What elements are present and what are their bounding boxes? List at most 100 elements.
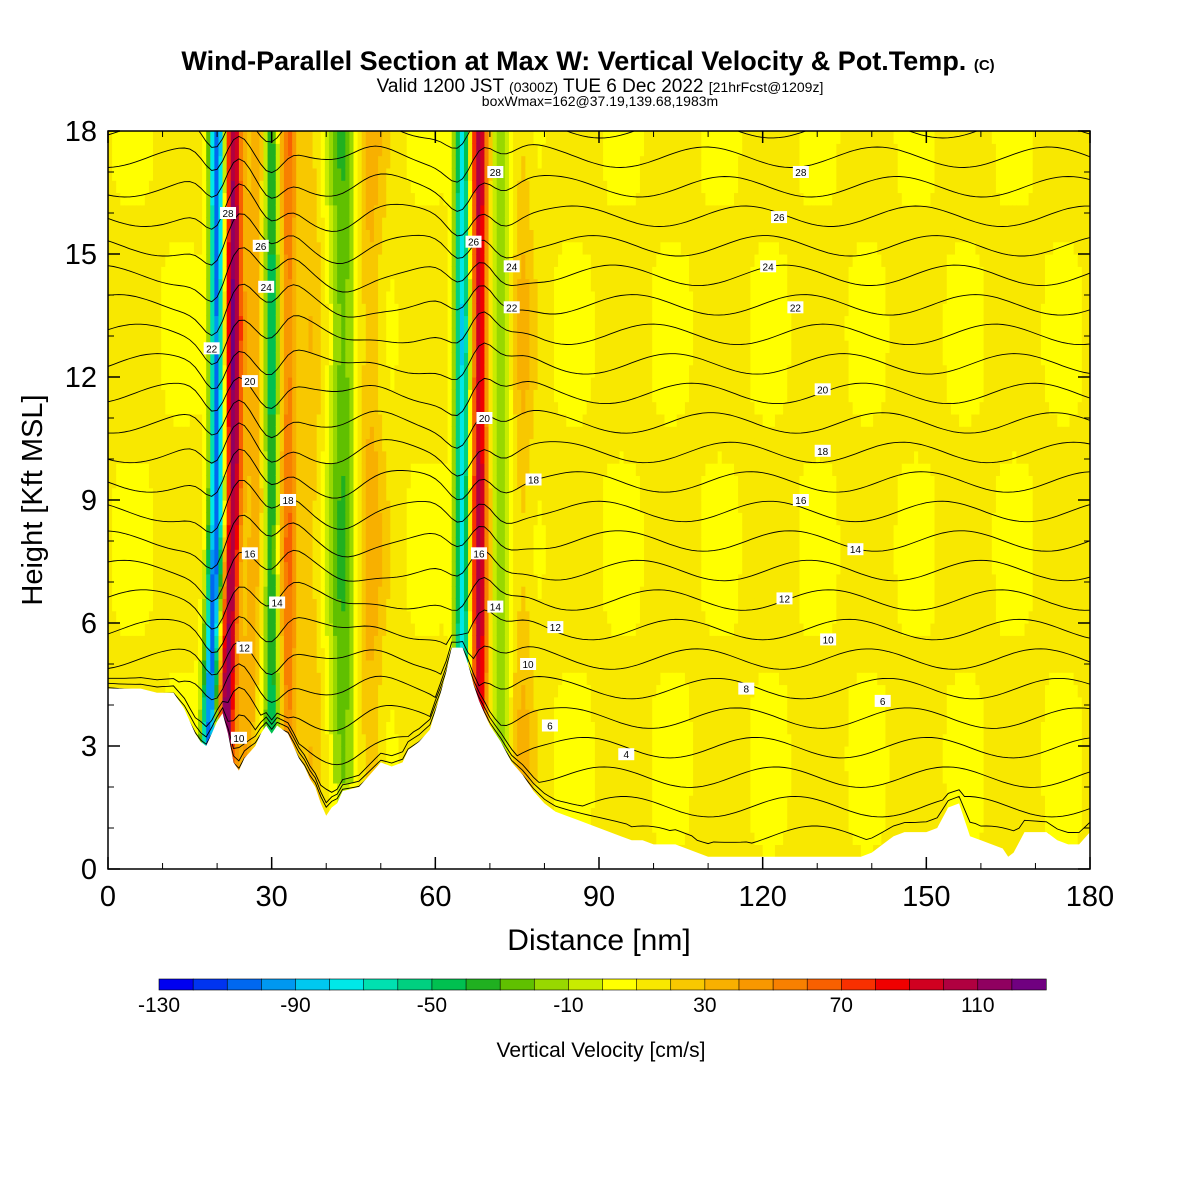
velocity-cell	[124, 352, 130, 366]
velocity-cell	[353, 733, 359, 747]
velocity-cell	[243, 167, 248, 181]
velocity-cell	[247, 487, 252, 501]
velocity-cell	[238, 586, 244, 599]
velocity-cell	[361, 155, 367, 169]
velocity-cell	[357, 155, 363, 169]
velocity-cell	[308, 401, 314, 415]
velocity-cell	[365, 413, 371, 427]
velocity-cell	[120, 131, 125, 144]
velocity-cell	[161, 512, 166, 526]
velocity-cell	[341, 241, 346, 255]
velocity-cell	[157, 241, 162, 255]
velocity-cell	[189, 167, 195, 181]
velocity-cell	[296, 389, 301, 403]
velocity-cell	[251, 426, 256, 440]
velocity-cell	[116, 155, 121, 169]
velocity-cell	[353, 364, 359, 378]
velocity-cell	[345, 278, 351, 292]
velocity-cell	[136, 167, 142, 181]
velocity-cell	[439, 290, 445, 304]
velocity-cell	[418, 487, 424, 501]
velocity-cell	[243, 364, 248, 378]
velocity-cell	[210, 500, 215, 513]
velocity-cell	[328, 487, 334, 501]
velocity-cell	[349, 647, 355, 661]
velocity-cell	[357, 364, 363, 378]
velocity-cell	[165, 549, 170, 563]
velocity-cell	[116, 487, 121, 501]
velocity-cell	[132, 290, 138, 304]
velocity-cell	[181, 401, 187, 415]
velocity-cell	[361, 549, 367, 563]
velocity-cell	[169, 610, 175, 624]
velocity-cell	[271, 254, 277, 267]
velocity-cell	[165, 315, 170, 329]
velocity-cell	[365, 290, 371, 304]
velocity-cell	[238, 426, 244, 440]
velocity-cell	[365, 217, 371, 230]
velocity-cell	[308, 536, 314, 550]
velocity-cell	[251, 327, 256, 341]
velocity-cell	[345, 647, 351, 661]
velocity-cell	[271, 635, 277, 649]
velocity-cell	[157, 524, 162, 538]
velocity-cell	[193, 709, 199, 722]
velocity-cell	[349, 352, 355, 366]
velocity-cell	[271, 463, 277, 476]
velocity-cell	[230, 426, 236, 440]
velocity-cell	[202, 733, 207, 747]
velocity-cell	[214, 303, 220, 317]
velocity-cell	[279, 659, 285, 673]
velocity-cell	[378, 364, 383, 378]
velocity-cell	[418, 401, 424, 415]
velocity-cell	[279, 573, 285, 587]
velocity-cell	[173, 217, 179, 230]
velocity-cell	[398, 672, 404, 686]
velocity-cell	[382, 647, 387, 661]
velocity-cell	[210, 401, 215, 415]
velocity-cell	[112, 450, 117, 464]
velocity-cell	[373, 352, 379, 366]
velocity-cell	[238, 204, 244, 218]
velocity-cell	[423, 561, 428, 575]
velocity-cell	[365, 536, 371, 550]
velocity-cell	[337, 573, 342, 587]
velocity-cell	[431, 352, 436, 366]
velocity-cell	[112, 327, 117, 341]
velocity-cell	[369, 475, 375, 489]
velocity-cell	[341, 278, 346, 292]
velocity-cell	[243, 315, 248, 329]
velocity-cell	[296, 438, 301, 452]
velocity-cell	[193, 364, 199, 378]
velocity-cell	[418, 180, 424, 194]
velocity-cell	[414, 217, 420, 230]
velocity-cell	[251, 303, 256, 317]
velocity-cell	[198, 401, 203, 415]
velocity-cell	[198, 278, 203, 292]
velocity-cell	[386, 635, 391, 649]
velocity-cell	[443, 352, 449, 366]
velocity-cell	[136, 266, 142, 280]
velocity-cell	[308, 389, 314, 403]
velocity-cell	[247, 438, 252, 452]
velocity-cell	[316, 413, 322, 427]
velocity-cell	[328, 352, 334, 366]
velocity-cell	[308, 438, 314, 452]
velocity-cell	[206, 659, 211, 673]
velocity-cell	[414, 352, 420, 366]
velocity-cell	[427, 463, 432, 476]
velocity-cell	[148, 450, 154, 464]
velocity-cell	[324, 438, 330, 452]
velocity-cell	[431, 635, 436, 649]
velocity-cell	[333, 623, 338, 636]
velocity-cell	[202, 180, 207, 194]
velocity-cell	[153, 352, 158, 366]
velocity-cell	[345, 450, 351, 464]
velocity-cell	[357, 512, 363, 526]
velocity-cell	[435, 659, 441, 673]
velocity-cell	[230, 684, 236, 698]
velocity-cell	[128, 327, 134, 341]
velocity-cell	[218, 131, 224, 144]
velocity-cell	[148, 389, 154, 403]
velocity-cell	[132, 438, 138, 452]
